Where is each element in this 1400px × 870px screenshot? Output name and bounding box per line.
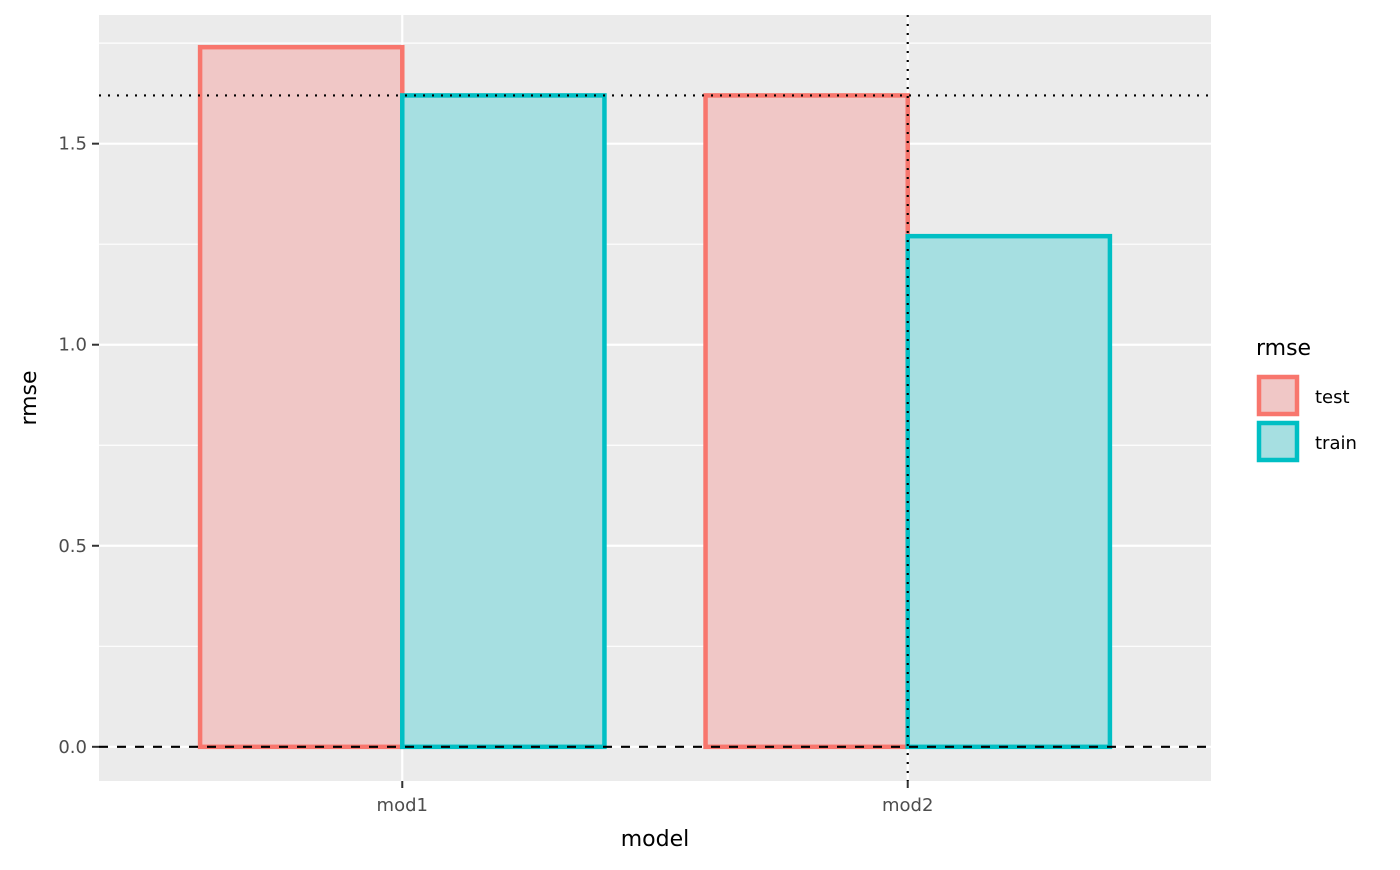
- legend-title: rmse: [1256, 336, 1311, 361]
- legend-key-train: [1256, 420, 1300, 463]
- y-axis-title: rmse: [17, 370, 42, 425]
- x-axis-title: model: [621, 827, 690, 852]
- y-axis: 0.0 0.5 1.0 1.5: [58, 134, 99, 758]
- legend-label-test: test: [1315, 387, 1350, 408]
- x-tick-label: mod2: [882, 795, 933, 816]
- bar-train-mod1: [400, 93, 607, 750]
- legend: rmse test train: [1256, 336, 1357, 463]
- y-tick-label: 0.0: [58, 737, 87, 758]
- x-axis: mod1 mod2: [377, 781, 933, 816]
- y-tick-label: 0.5: [58, 536, 87, 557]
- x-tick-label: mod1: [377, 795, 428, 816]
- y-tick-label: 1.5: [58, 134, 87, 155]
- legend-label-train: train: [1315, 433, 1357, 454]
- legend-key-test: [1256, 374, 1300, 417]
- bars: [197, 44, 1113, 750]
- bar-test-mod2: [703, 93, 910, 750]
- reference-lines: [99, 15, 1211, 781]
- bar-test-mod1: [197, 44, 405, 750]
- bar-train-mod2: [905, 233, 1113, 750]
- y-tick-label: 1.0: [58, 335, 87, 356]
